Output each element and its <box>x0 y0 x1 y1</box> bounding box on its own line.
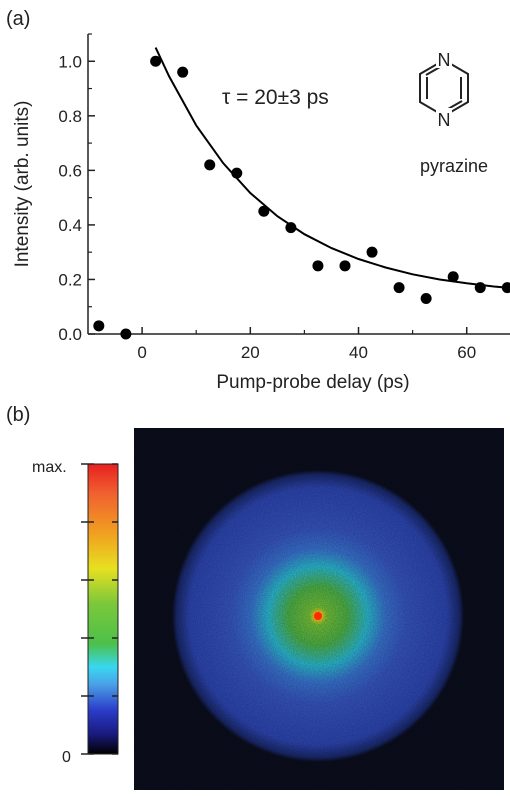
fit-curve <box>154 47 510 289</box>
data-point <box>501 282 510 294</box>
x-tick-label: 0 <box>137 343 146 362</box>
data-point <box>93 320 105 332</box>
colorbar-min-label: 0 <box>62 749 71 766</box>
molecule-name: pyrazine <box>420 156 488 176</box>
data-point <box>285 222 297 234</box>
panel-a-label: (a) <box>6 8 31 30</box>
x-tick-label: 40 <box>349 343 368 362</box>
colorbar-gradient <box>87 463 119 755</box>
data-point <box>312 260 324 272</box>
chart-plot-area: 0 20 40 60 0.0 0.2 0.4 0.6 0.8 1.0 Pump-probe dela… <box>12 33 510 393</box>
data-point <box>474 282 486 294</box>
y-tick-label: 0.8 <box>58 107 82 126</box>
x-axis-label: Pump-probe delay (ps) <box>216 372 409 393</box>
data-point <box>231 167 243 179</box>
colorbar-ticks <box>81 463 118 755</box>
data-point <box>150 55 162 67</box>
tau-annotation: τ = 20±3 ps <box>222 86 329 109</box>
center-spot <box>314 612 322 620</box>
colorbar-max-label: max. <box>32 459 67 476</box>
detector-image-panel: max. 0 <box>32 428 504 790</box>
data-point <box>258 205 270 217</box>
pyrazine-molecule-icon <box>419 48 469 128</box>
detector-image <box>134 428 504 790</box>
decay-chart: 0 20 40 60 0.0 0.2 0.4 0.6 0.8 1.0 Pump-probe dela… <box>12 33 510 393</box>
y-tick-label: 1.0 <box>58 52 82 71</box>
data-point <box>420 293 432 305</box>
x-tick-label: 60 <box>457 343 476 362</box>
data-point <box>366 246 378 258</box>
panel-b-label: (b) <box>6 404 31 426</box>
x-tick-label: 20 <box>241 343 260 362</box>
data-point <box>339 260 351 272</box>
y-tick-label: 0.4 <box>58 216 82 235</box>
data-point <box>393 282 405 294</box>
y-tick-label: 0.6 <box>58 161 82 180</box>
data-point <box>447 271 459 283</box>
data-point <box>177 66 189 78</box>
colorbar <box>81 463 119 755</box>
pyrazine-atom-bottom: N <box>438 110 451 130</box>
pyrazine-atom-top: N <box>438 50 451 70</box>
y-tick-label: 0.0 <box>58 325 82 344</box>
y-axis-label: Intensity (arb. units) <box>12 101 33 268</box>
data-point <box>204 159 216 171</box>
y-tick-label: 0.2 <box>58 270 82 289</box>
data-point <box>120 328 132 340</box>
